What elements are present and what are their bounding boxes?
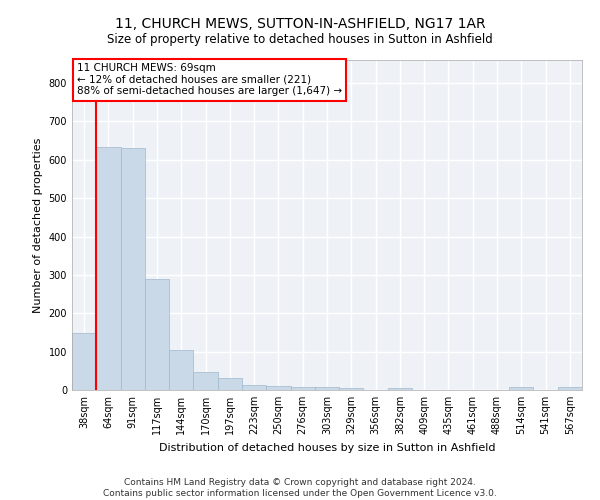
- Bar: [121, 148, 145, 390]
- Bar: [290, 386, 315, 390]
- Bar: [388, 388, 412, 390]
- Bar: [169, 350, 193, 390]
- Bar: [72, 333, 96, 390]
- Bar: [96, 148, 121, 390]
- Text: Size of property relative to detached houses in Sutton in Ashfield: Size of property relative to detached ho…: [107, 32, 493, 46]
- Bar: [242, 386, 266, 390]
- Bar: [266, 386, 290, 390]
- Bar: [218, 378, 242, 390]
- X-axis label: Distribution of detached houses by size in Sutton in Ashfield: Distribution of detached houses by size …: [159, 442, 495, 452]
- Y-axis label: Number of detached properties: Number of detached properties: [33, 138, 43, 312]
- Text: Contains HM Land Registry data © Crown copyright and database right 2024.
Contai: Contains HM Land Registry data © Crown c…: [103, 478, 497, 498]
- Bar: [509, 388, 533, 390]
- Bar: [145, 278, 169, 390]
- Bar: [558, 388, 582, 390]
- Bar: [315, 388, 339, 390]
- Bar: [339, 388, 364, 390]
- Bar: [193, 372, 218, 390]
- Text: 11 CHURCH MEWS: 69sqm
← 12% of detached houses are smaller (221)
88% of semi-det: 11 CHURCH MEWS: 69sqm ← 12% of detached …: [77, 64, 342, 96]
- Text: 11, CHURCH MEWS, SUTTON-IN-ASHFIELD, NG17 1AR: 11, CHURCH MEWS, SUTTON-IN-ASHFIELD, NG1…: [115, 18, 485, 32]
